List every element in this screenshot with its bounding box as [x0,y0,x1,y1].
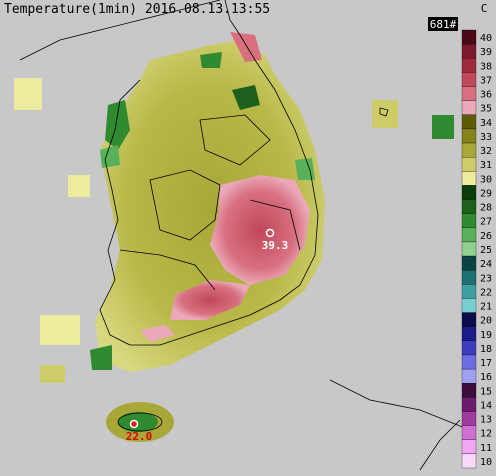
color-swatch [461,185,477,200]
station-marker [265,228,275,238]
color-label: 15 [480,386,492,397]
color-label: 10 [480,457,492,468]
color-swatch [461,213,477,228]
color-label: 27 [480,217,492,228]
color-swatch [461,43,477,59]
station-marker [129,419,139,429]
color-label: 34 [480,118,492,129]
color-swatch [461,284,477,299]
color-swatch [461,368,477,384]
color-swatch [461,383,477,398]
color-swatch [461,255,477,271]
unit: C [481,2,488,15]
temperature-field [14,32,454,442]
color-label: 14 [480,400,492,411]
color-label: 28 [480,203,492,214]
color-swatch [461,227,477,243]
color-swatch [461,157,477,172]
color-label: 32 [480,146,492,157]
color-swatch [461,100,477,115]
color-swatch [461,326,477,341]
title: Temperature(1min) 2016.08.13.13:55 [4,2,270,17]
color-swatch [461,142,477,158]
station-value: 22.0 [126,430,153,443]
color-label: 11 [480,443,492,454]
color-swatch [461,298,477,313]
color-swatch [461,270,477,285]
color-swatch [461,128,477,144]
color-label: 39 [480,47,492,58]
color-swatch [461,425,477,440]
color-label: 21 [480,302,492,313]
color-swatch [461,171,477,186]
color-swatch [461,453,477,469]
station-value: 39.3 [262,239,289,252]
color-swatch [461,312,477,327]
color-swatch [461,439,477,455]
color-swatch [461,340,477,356]
color-swatch [461,241,477,257]
color-swatch [461,354,477,370]
color-label: 29 [480,188,492,199]
color-label: 35 [480,104,492,115]
color-swatch [461,58,477,73]
color-label: 23 [480,273,492,284]
color-label: 17 [480,358,492,369]
color-label: 22 [480,287,492,298]
stations: 39.3 22.0 [126,228,289,443]
color-swatch [461,114,477,130]
count-box [428,17,458,31]
color-label: 20 [480,316,492,327]
color-label: 19 [480,330,492,341]
color-swatch [461,72,477,87]
color-swatch [461,397,477,412]
color-label: 33 [480,132,492,143]
color-swatch [461,411,477,426]
color-label: 31 [480,160,492,171]
color-label: 24 [480,259,492,270]
color-swatch [461,29,477,45]
color-label: 16 [480,372,492,383]
color-label: 26 [480,231,492,242]
color-label: 38 [480,61,492,72]
color-label: 37 [480,75,492,86]
color-label: 12 [480,429,492,440]
color-swatch [461,199,477,214]
color-label: 36 [480,90,492,101]
color-bar: 40 39 38 37 36 35 34 33 32 31 30 29 28 27 26 25 24 23 22 21… [461,29,492,469]
color-label: 30 [480,174,492,185]
color-label: 13 [480,415,492,426]
color-swatch [461,86,477,101]
color-label: 40 [480,33,492,44]
color-label: 18 [480,344,492,355]
coastline [19,0,471,471]
color-label: 25 [480,245,492,256]
count: 681# [430,18,457,31]
